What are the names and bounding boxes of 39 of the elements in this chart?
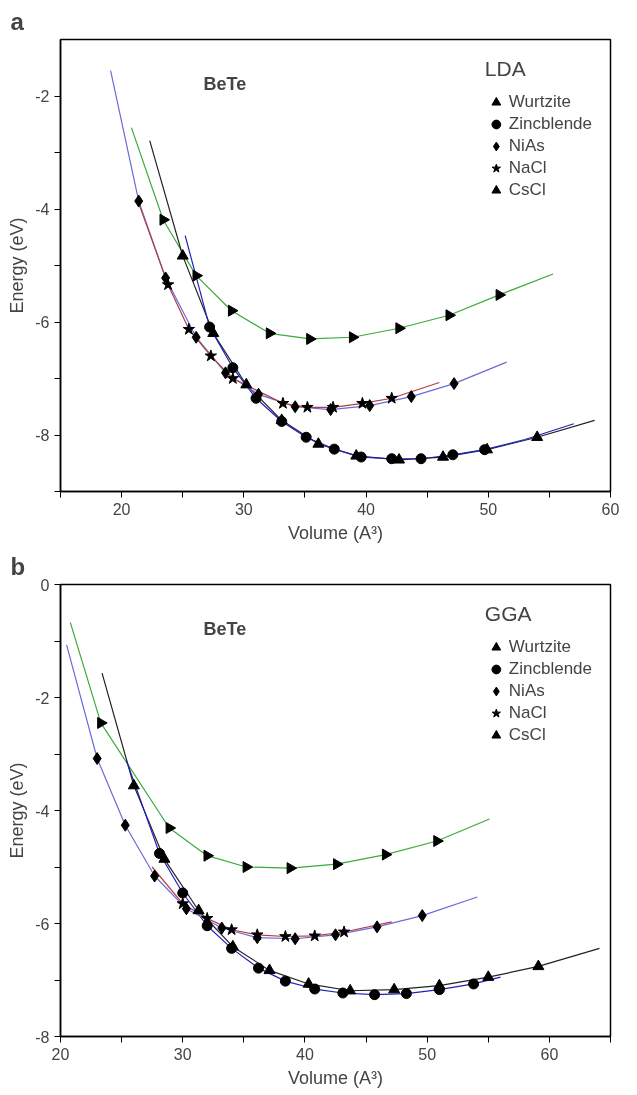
x-axis-title: Volume (A³) <box>287 522 384 543</box>
legend-label: Wurtzite <box>508 91 571 113</box>
x-tick-label: 20 <box>51 1045 70 1063</box>
legend-label: NiAs <box>508 135 545 157</box>
x-tick-label: 30 <box>234 500 253 518</box>
legend-title: LDA <box>484 57 527 81</box>
y-axis-title: Energy (eV) <box>7 217 28 314</box>
y-tick-label: -8 <box>35 427 50 444</box>
x-tick-label: 20 <box>112 500 131 518</box>
x-tick-label: 50 <box>418 1045 437 1063</box>
x-tick-label: 50 <box>479 500 498 518</box>
annotation: BeTe <box>203 73 247 94</box>
legend-title: GGA <box>484 602 533 626</box>
y-tick-label: -2 <box>35 88 50 105</box>
y-tick-label: -4 <box>35 802 50 820</box>
x-tick-label: 40 <box>357 500 376 518</box>
legend-label: NaCl <box>508 702 547 724</box>
y-tick-label: -2 <box>35 689 50 707</box>
annotation: BeTe <box>203 618 247 639</box>
y-tick-label: -6 <box>35 915 50 933</box>
x-tick-label: 40 <box>296 1045 314 1063</box>
legend-label: Zincblende <box>508 113 592 135</box>
chart-title: a <box>10 7 25 35</box>
legend-label: NiAs <box>508 680 545 702</box>
x-tick-label: 60 <box>601 500 620 518</box>
y-tick-label: -8 <box>35 1028 50 1046</box>
chart-title: b <box>10 552 26 580</box>
y-axis-title: Energy (eV) <box>7 762 28 859</box>
x-axis-title: Volume (A³) <box>287 1067 384 1088</box>
x-tick-label: 60 <box>540 1045 559 1063</box>
y-tick-label: 0 <box>40 576 50 594</box>
legend-label: NaCl <box>508 157 547 179</box>
legend-label: Wurtzite <box>508 636 571 658</box>
legend-label: CsCl <box>508 179 546 201</box>
y-tick-label: -6 <box>35 314 50 331</box>
y-tick-label: -4 <box>35 201 50 218</box>
legend-label: Zincblende <box>508 658 592 680</box>
x-tick-label: 30 <box>173 1045 192 1063</box>
legend-label: CsCl <box>508 724 546 746</box>
